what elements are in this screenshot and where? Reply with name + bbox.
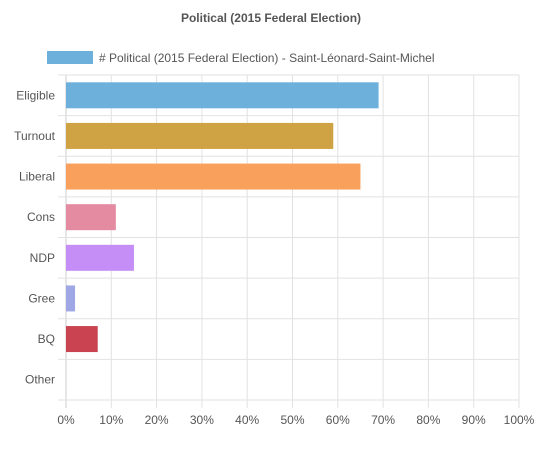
chart-title: Political (2015 Federal Election) [181,11,361,25]
y-tick-label: Cons [27,210,55,224]
x-axis-labels: 0% 10% 20% 30% 40% 50% 60% 70% 80% 90% 100% [57,413,534,427]
x-tick-label: 70% [371,413,395,427]
x-tick-label: 50% [280,413,304,427]
y-tick-label: Gree [28,291,55,305]
y-tick-label: Other [25,373,55,387]
bar-gree[interactable] [66,285,76,312]
x-tick-label: 20% [145,413,169,427]
bar-bq[interactable] [66,326,98,353]
bar-turnout[interactable] [66,122,334,149]
legend-label: # Political (2015 Federal Election) - Sa… [99,51,435,65]
x-tick-label: 60% [326,413,350,427]
bar-eligible[interactable] [66,82,379,109]
legend[interactable]: # Political (2015 Federal Election) - Sa… [47,51,435,65]
y-tick-label: Turnout [14,129,56,143]
x-tick-label: 100% [504,413,535,427]
y-tick-label: Liberal [19,170,55,184]
y-tick-label: Eligible [16,88,55,102]
y-tick-label: NDP [30,251,55,265]
bars [66,82,379,353]
y-tick-label: BQ [38,332,55,346]
x-tick-label: 80% [416,413,440,427]
bar-cons[interactable] [66,204,116,231]
x-tick-label: 90% [462,413,486,427]
y-axis-labels: Eligible Turnout Liberal Cons NDP Gree BQ Other [14,88,56,386]
x-tick-label: 0% [57,413,75,427]
bar-liberal[interactable] [66,163,361,190]
x-tick-label: 40% [235,413,259,427]
x-tick-label: 30% [190,413,214,427]
bar-ndp[interactable] [66,244,134,271]
x-tick-label: 10% [99,413,123,427]
legend-swatch [47,51,93,64]
